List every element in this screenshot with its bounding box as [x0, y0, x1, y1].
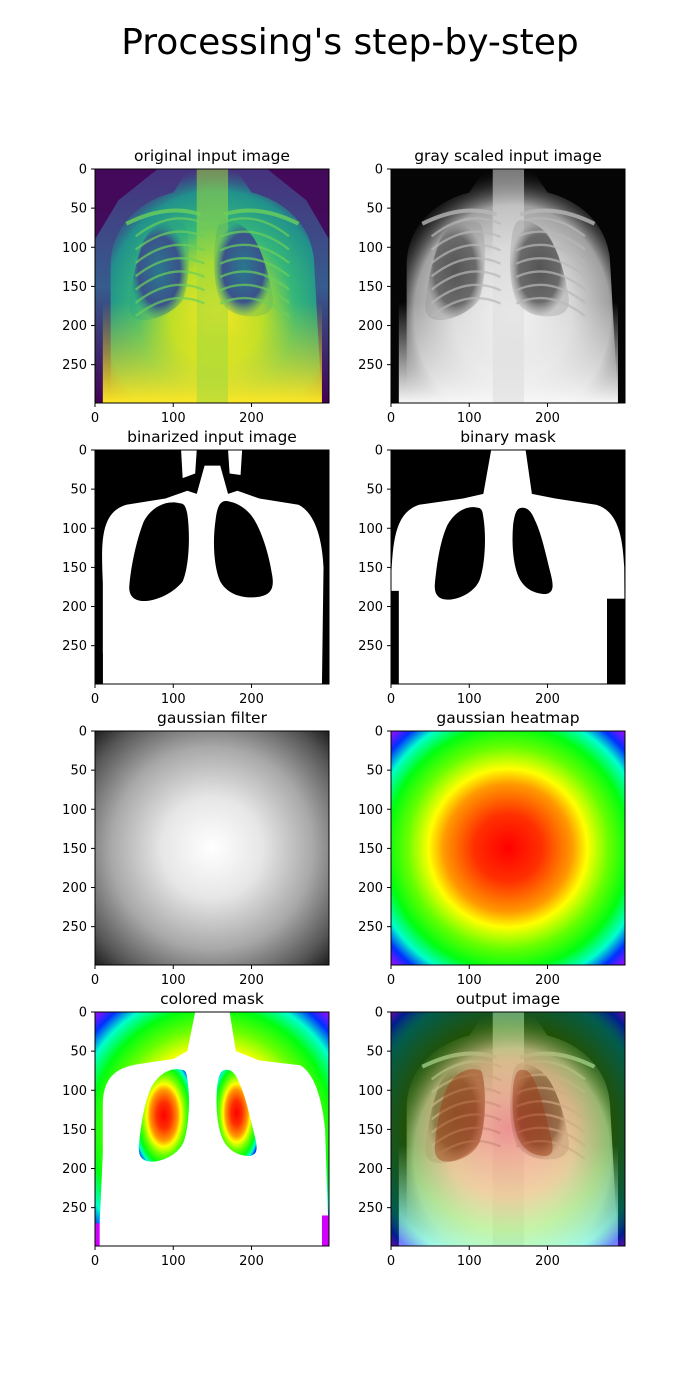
y-tick-label: 250 [62, 358, 87, 373]
panel-binarized-input-image: binarized input image 0 50 100 150 200 250 0 100… [62, 428, 330, 707]
panel-gaussian-filter: gaussian filter 0 50 100 150 200 250 0 100 200 [62, 709, 330, 988]
x-tick-label: 100 [457, 973, 482, 988]
y-tick-label: 50 [366, 202, 383, 217]
x-tick-label: 0 [91, 411, 99, 426]
y-tick-label: 0 [79, 163, 87, 178]
x-tick-label: 0 [91, 692, 99, 707]
y-tick-label: 250 [358, 358, 383, 373]
image-original-input-image [95, 169, 329, 403]
panel-gray-scaled-input-image: gray scaled input image 0 50 100 150 200 250 0 1… [358, 147, 626, 426]
y-tick-label: 150 [62, 1123, 87, 1138]
y-tick-label: 200 [62, 319, 87, 334]
image-gaussian-filter [95, 731, 329, 965]
x-tick-label: 0 [387, 973, 395, 988]
x-tick-label: 200 [239, 1254, 264, 1269]
y-tick-label: 0 [79, 444, 87, 459]
x-tick-label: 0 [387, 692, 395, 707]
y-tick-label: 250 [62, 1201, 87, 1216]
y-tick-label: 100 [62, 1084, 87, 1099]
x-tick-label: 100 [161, 1254, 186, 1269]
y-tick-label: 200 [358, 319, 383, 334]
y-tick-label: 150 [358, 561, 383, 576]
x-tick-label: 100 [457, 692, 482, 707]
y-tick-label: 100 [62, 241, 87, 256]
y-tick-label: 50 [366, 764, 383, 779]
image-colored-mask [95, 1012, 329, 1246]
y-tick-label: 250 [62, 920, 87, 935]
y-tick-label: 50 [70, 483, 87, 498]
panel-output-image: output image 0 50 100 150 200 250 0 100 200 [358, 990, 626, 1269]
x-tick-label: 200 [239, 692, 264, 707]
x-tick-label: 100 [161, 411, 186, 426]
y-tick-label: 150 [62, 280, 87, 295]
image-output-image [391, 1012, 625, 1246]
x-tick-label: 0 [387, 411, 395, 426]
panel-gaussian-heatmap: gaussian heatmap 0 50 100 150 200 250 0 100 200 [358, 709, 626, 988]
y-tick-label: 100 [358, 803, 383, 818]
x-tick-label: 100 [457, 1254, 482, 1269]
y-tick-label: 150 [62, 561, 87, 576]
y-tick-label: 100 [358, 241, 383, 256]
x-tick-label: 200 [535, 973, 560, 988]
x-tick-label: 200 [535, 692, 560, 707]
y-tick-label: 150 [358, 842, 383, 857]
panel-title: gaussian filter [157, 709, 268, 727]
x-tick-label: 0 [91, 1254, 99, 1269]
y-tick-label: 0 [79, 1006, 87, 1021]
y-tick-label: 100 [62, 803, 87, 818]
panel-title: original input image [134, 147, 290, 165]
y-tick-label: 50 [366, 483, 383, 498]
y-tick-label: 100 [358, 1084, 383, 1099]
y-tick-label: 0 [375, 444, 383, 459]
panel-title: binarized input image [127, 428, 297, 446]
y-tick-label: 200 [358, 881, 383, 896]
x-tick-label: 100 [161, 973, 186, 988]
x-tick-label: 0 [91, 973, 99, 988]
panel-title: output image [456, 990, 560, 1008]
y-tick-label: 150 [62, 842, 87, 857]
x-tick-label: 100 [161, 692, 186, 707]
y-tick-label: 50 [70, 202, 87, 217]
x-tick-label: 200 [239, 973, 264, 988]
y-tick-label: 100 [358, 522, 383, 537]
y-tick-label: 250 [358, 920, 383, 935]
y-tick-label: 100 [62, 522, 87, 537]
image-gray-scaled-input-image [391, 169, 625, 403]
x-tick-label: 200 [535, 411, 560, 426]
y-tick-label: 0 [79, 725, 87, 740]
image-binarized-input-image [95, 450, 329, 684]
y-tick-label: 200 [62, 1162, 87, 1177]
panel-binary-mask: binary mask 0 50 100 150 200 250 0 100 200 [358, 428, 626, 707]
x-tick-label: 200 [535, 1254, 560, 1269]
y-tick-label: 150 [358, 1123, 383, 1138]
x-tick-label: 100 [457, 411, 482, 426]
y-tick-label: 250 [358, 1201, 383, 1216]
y-tick-label: 50 [70, 1045, 87, 1060]
y-tick-label: 200 [62, 600, 87, 615]
y-tick-label: 50 [70, 764, 87, 779]
y-tick-label: 150 [358, 280, 383, 295]
panel-title: gaussian heatmap [436, 709, 579, 727]
y-tick-label: 250 [62, 639, 87, 654]
panel-title: gray scaled input image [414, 147, 602, 165]
panel-title: colored mask [160, 990, 264, 1008]
x-tick-label: 0 [387, 1254, 395, 1269]
panel-colored-mask: colored mask 0 50 100 150 200 250 0 100 200 [62, 990, 330, 1269]
y-tick-label: 200 [358, 1162, 383, 1177]
panel-title: binary mask [460, 428, 556, 446]
y-tick-label: 50 [366, 1045, 383, 1060]
x-tick-label: 200 [239, 411, 264, 426]
panel-original-input-image: original input image 0 50 100 150 200 250 0 100 2… [62, 147, 330, 426]
figure-title: Processing's step-by-step [121, 22, 579, 63]
y-tick-label: 0 [375, 1006, 383, 1021]
y-tick-label: 0 [375, 725, 383, 740]
image-binary-mask [391, 450, 625, 684]
y-tick-label: 0 [375, 163, 383, 178]
y-tick-label: 200 [358, 600, 383, 615]
image-gaussian-heatmap [391, 731, 625, 965]
y-tick-label: 250 [358, 639, 383, 654]
y-tick-label: 200 [62, 881, 87, 896]
